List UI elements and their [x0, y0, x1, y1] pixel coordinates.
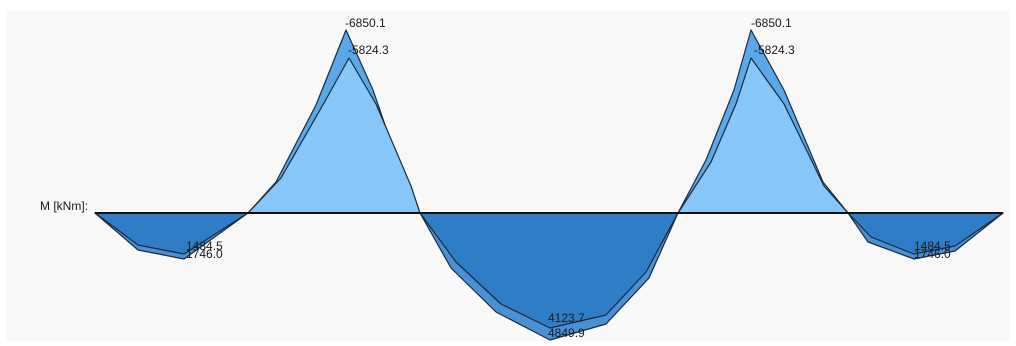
span2-min-label: 4123.7 [548, 311, 585, 325]
span1-min-label: 1484.5 [186, 239, 223, 253]
support2-moment-area [677, 57, 849, 214]
axis-label: M [kNm]: [40, 199, 88, 213]
peak1-min-label: -5824.3 [348, 43, 389, 57]
span3-max-label: 1746.0 [914, 247, 951, 261]
span2-max-label: 4849.9 [548, 326, 585, 340]
span3-min-label: 1484.5 [914, 239, 951, 253]
peak1-max-label: -6850.1 [345, 16, 386, 30]
span1-max-label: 1746.0 [186, 247, 223, 261]
diagram-canvas: M [kNm]: -6850.1 -5824.3 -6850.1 -5824.3… [6, 10, 1010, 341]
support1-moment-area [247, 57, 421, 214]
peak2-max-label: -6850.1 [751, 16, 792, 30]
span2-moment-area [419, 212, 679, 329]
moment-diagram: M [kNm]: -6850.1 -5824.3 -6850.1 -5824.3… [40, 16, 1004, 341]
peak2-min-label: -5824.3 [754, 43, 795, 57]
